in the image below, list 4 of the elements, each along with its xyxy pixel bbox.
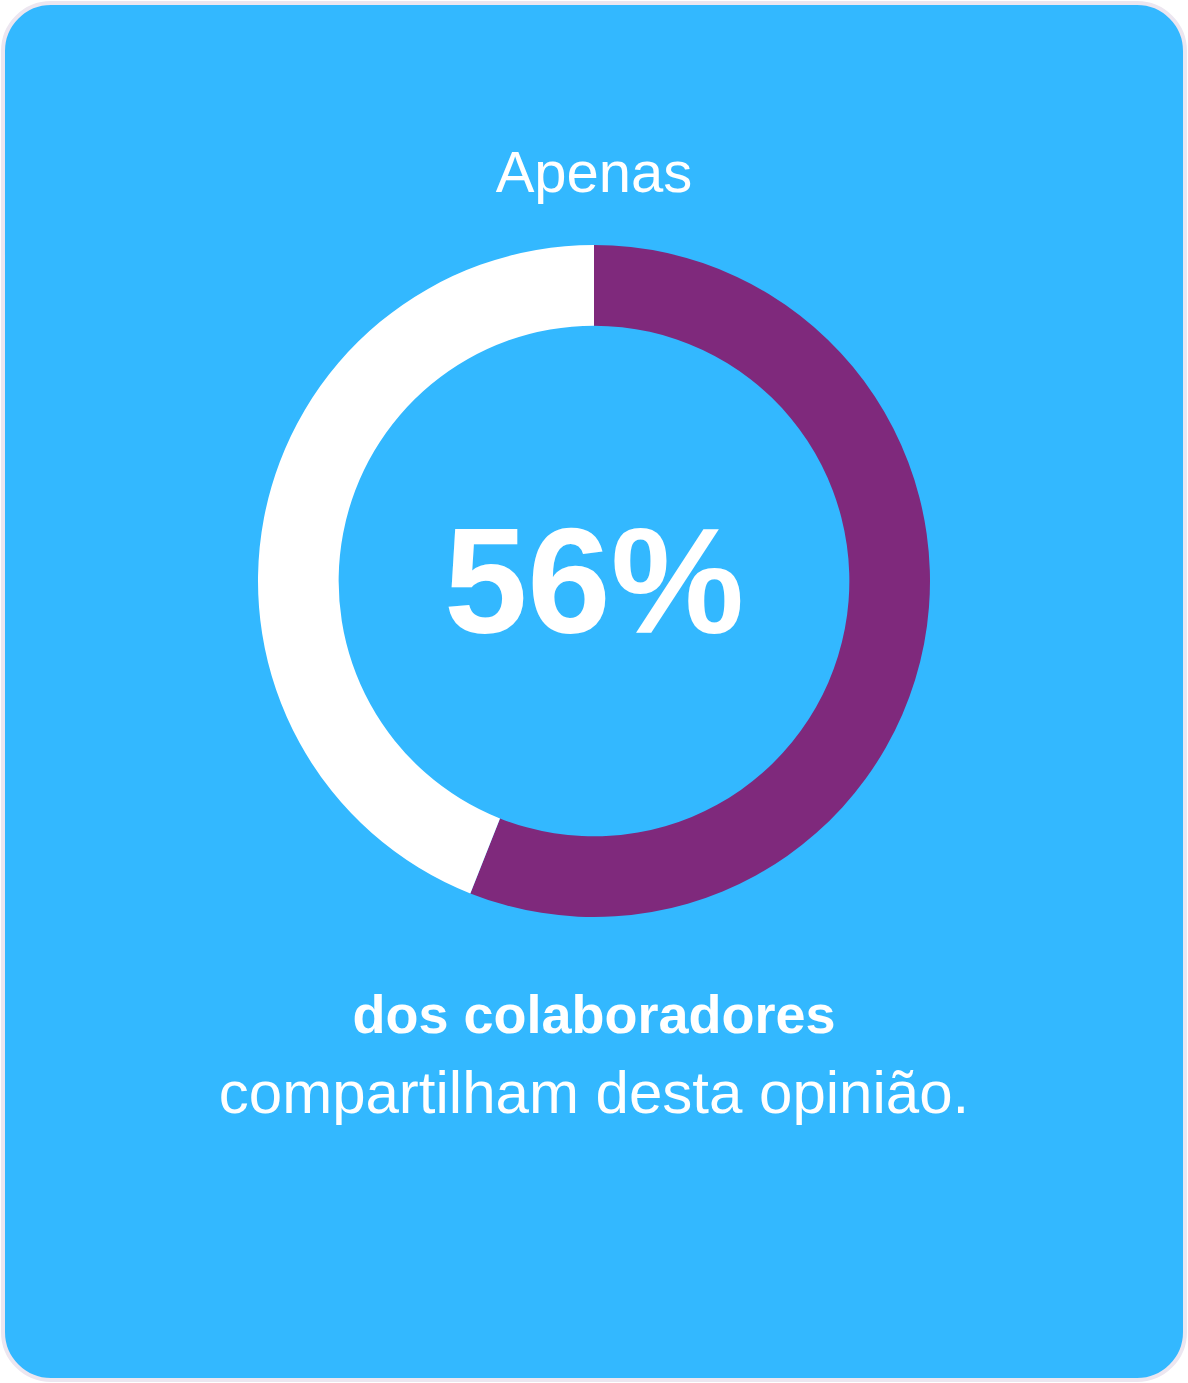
text: compartilham desta opinião. — [218, 1059, 970, 1126]
text: dos colaboradores — [352, 984, 836, 1044]
text: 56% — [443, 497, 745, 665]
chart-title: Apenas — [495, 139, 693, 204]
